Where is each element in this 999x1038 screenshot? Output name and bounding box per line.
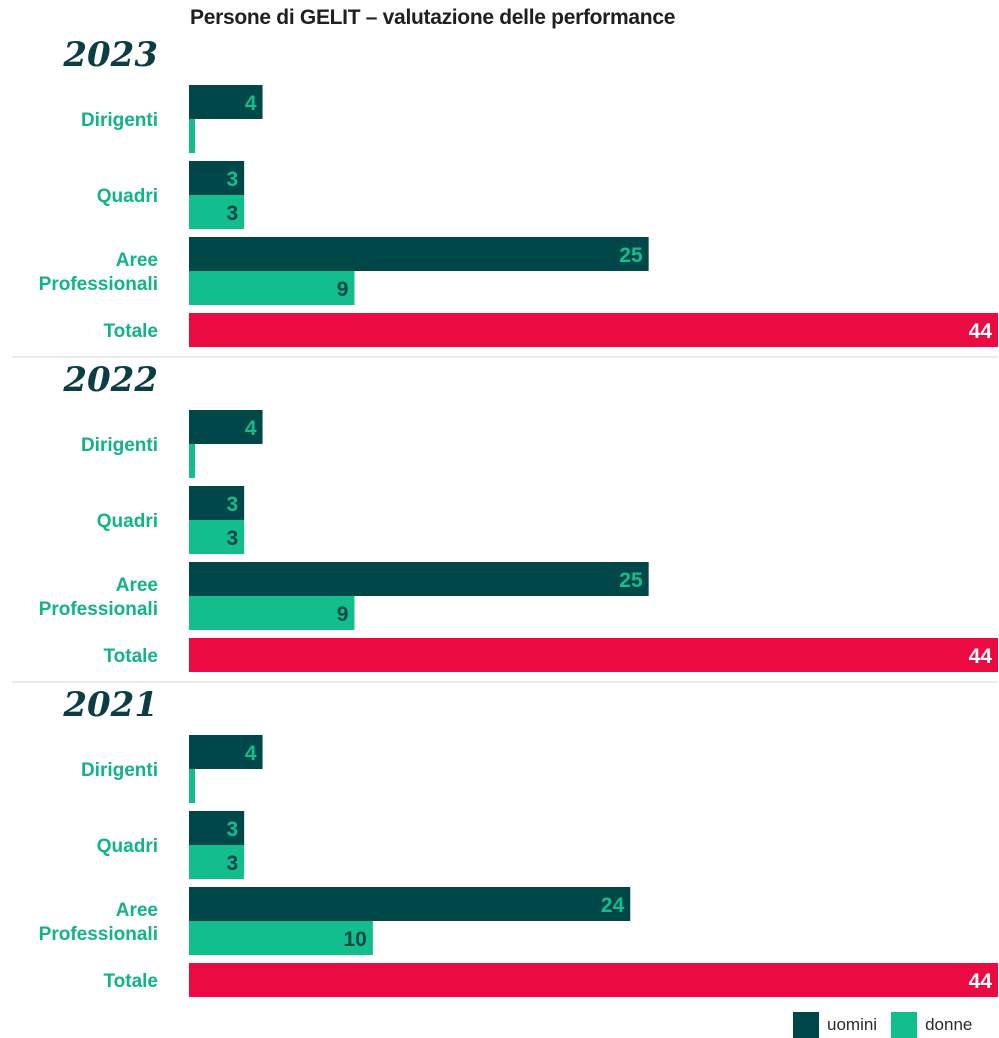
value-label-uomini: 4: [245, 742, 257, 765]
year-label: 2021: [62, 685, 158, 725]
value-label-donne: 9: [337, 278, 349, 301]
category-label: Aree: [116, 900, 158, 921]
value-label-donne: 3: [226, 852, 238, 875]
category-label: Quadri: [97, 836, 158, 857]
bar-totale: [189, 313, 998, 347]
legend-label-uomini: uomini: [827, 1015, 878, 1034]
bar-uomini: [189, 887, 631, 921]
chart-title: Persone di GELIT – valutazione delle per…: [190, 6, 676, 29]
bar-uomini: [189, 410, 263, 444]
legend-item-donne: donne: [891, 1012, 972, 1038]
bar-uomini: [189, 85, 263, 119]
bar-donne: [189, 119, 195, 153]
legend-swatch-uomini: [793, 1012, 819, 1038]
legend-label-donne: donne: [925, 1015, 973, 1034]
value-label-uomini: 4: [245, 92, 257, 115]
value-label-uomini: 3: [226, 168, 238, 191]
bar-donne: [189, 444, 195, 478]
value-label-donne: 3: [226, 527, 238, 550]
value-label-uomini: 25: [619, 569, 643, 592]
value-label-uomini: 3: [226, 818, 238, 841]
value-label-uomini: 24: [601, 894, 625, 917]
category-label: Dirigenti: [81, 760, 158, 781]
bar-uomini: [189, 811, 245, 845]
bar-uomini: [189, 237, 649, 271]
value-label-uomini: 3: [226, 493, 238, 516]
category-label-totale: Totale: [103, 646, 158, 667]
bar-donne: [189, 271, 355, 305]
bar-donne: [189, 921, 373, 955]
category-label: Quadri: [97, 511, 158, 532]
legend-swatch-donne: [891, 1012, 918, 1038]
legend-item-uomini: uomini: [793, 1012, 877, 1038]
bar-uomini: [189, 486, 245, 520]
category-label: Aree: [116, 575, 158, 596]
bar-uomini: [189, 562, 649, 596]
bar-uomini: [189, 161, 245, 195]
bar-donne: [189, 596, 355, 630]
value-label-uomini: 4: [245, 417, 257, 440]
bar-donne: [189, 195, 245, 229]
year-label: 2023: [62, 35, 158, 75]
category-label-totale: Totale: [103, 321, 158, 342]
legend: uomini donne: [793, 1012, 986, 1038]
value-label-donne: 3: [226, 202, 238, 225]
value-label-donne: 10: [344, 928, 367, 951]
category-label: Professionali: [39, 274, 158, 295]
category-label: Dirigenti: [81, 435, 158, 456]
value-label-totale: 44: [969, 320, 993, 343]
category-label: Quadri: [97, 186, 158, 207]
bar-donne: [189, 769, 195, 803]
bar-totale: [189, 963, 998, 997]
category-label: Dirigenti: [81, 110, 158, 131]
bar-donne: [189, 845, 245, 879]
category-label: Professionali: [39, 599, 158, 620]
category-label: Aree: [116, 250, 158, 271]
bar-chart: 2023 4 Dirigenti 3 3 Quadri 25 9 Aree Professiona…: [12, 35, 998, 997]
bar-donne: [189, 520, 245, 554]
value-label-uomini: 25: [619, 244, 643, 267]
year-label: 2022: [62, 360, 158, 400]
category-label-totale: Totale: [103, 971, 158, 992]
bar-totale: [189, 638, 998, 672]
category-label: Professionali: [39, 924, 158, 945]
value-label-totale: 44: [969, 970, 993, 993]
bar-uomini: [189, 735, 263, 769]
value-label-totale: 44: [969, 645, 993, 668]
value-label-donne: 9: [337, 603, 349, 626]
